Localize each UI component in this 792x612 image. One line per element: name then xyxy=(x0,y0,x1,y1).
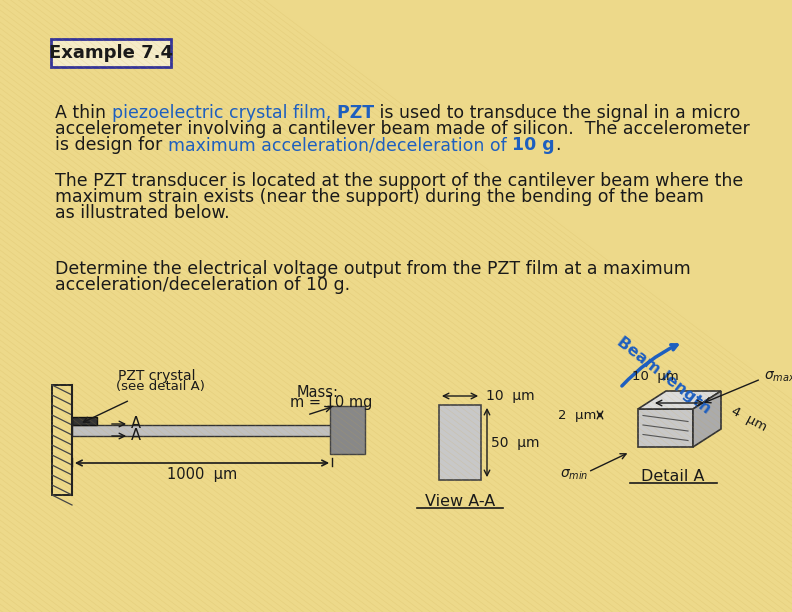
Bar xyxy=(52,385,72,495)
Text: 10  μm: 10 μm xyxy=(632,370,679,383)
Text: 10 g: 10 g xyxy=(507,136,555,154)
Text: A: A xyxy=(131,428,141,444)
Text: 2  μm: 2 μm xyxy=(558,408,596,422)
Text: .: . xyxy=(555,136,561,154)
Text: Determine the electrical voltage output from the PZT film at a maximum: Determine the electrical voltage output … xyxy=(55,260,691,278)
Text: m = 10 mg: m = 10 mg xyxy=(290,395,372,410)
Polygon shape xyxy=(638,391,721,409)
Polygon shape xyxy=(693,391,721,447)
Text: acceleration/deceleration of 10 g.: acceleration/deceleration of 10 g. xyxy=(55,276,350,294)
Text: Beam length: Beam length xyxy=(614,334,714,416)
Text: maximum acceleration/deceleration of: maximum acceleration/deceleration of xyxy=(168,136,507,154)
Text: $\sigma_{max}$: $\sigma_{max}$ xyxy=(764,370,792,384)
Text: 10  μm: 10 μm xyxy=(486,389,535,403)
Text: 1000  μm: 1000 μm xyxy=(167,467,237,482)
Text: A thin: A thin xyxy=(55,104,112,122)
Text: PZT: PZT xyxy=(331,104,374,122)
Text: is design for: is design for xyxy=(55,136,168,154)
Bar xyxy=(638,409,693,447)
Text: A: A xyxy=(131,417,141,431)
Text: Example 7.4: Example 7.4 xyxy=(49,44,173,62)
Text: piezoelectric crystal film,: piezoelectric crystal film, xyxy=(112,104,331,122)
FancyBboxPatch shape xyxy=(51,39,171,67)
Text: maximum strain exists (near the support) during the bending of the beam: maximum strain exists (near the support)… xyxy=(55,188,704,206)
Text: is used to transduce the signal in a micro: is used to transduce the signal in a mic… xyxy=(374,104,741,122)
Bar xyxy=(330,406,365,454)
Text: 50  μm: 50 μm xyxy=(491,436,539,449)
Text: 4  μm: 4 μm xyxy=(729,405,769,434)
Text: PZT crystal: PZT crystal xyxy=(118,369,196,383)
Text: View A-A: View A-A xyxy=(425,494,495,509)
Text: (see detail A): (see detail A) xyxy=(116,380,205,393)
Bar xyxy=(72,425,352,436)
Text: Detail A: Detail A xyxy=(642,469,705,484)
Text: as illustrated below.: as illustrated below. xyxy=(55,204,230,222)
Bar xyxy=(72,417,97,425)
Text: Mass:: Mass: xyxy=(297,385,339,400)
Text: $\sigma_{min}$: $\sigma_{min}$ xyxy=(560,468,588,482)
Text: The PZT transducer is located at the support of the cantilever beam where the: The PZT transducer is located at the sup… xyxy=(55,172,743,190)
Text: accelerometer involving a cantilever beam made of silicon.  The accelerometer: accelerometer involving a cantilever bea… xyxy=(55,120,750,138)
Bar xyxy=(52,385,72,495)
Bar xyxy=(439,405,481,480)
